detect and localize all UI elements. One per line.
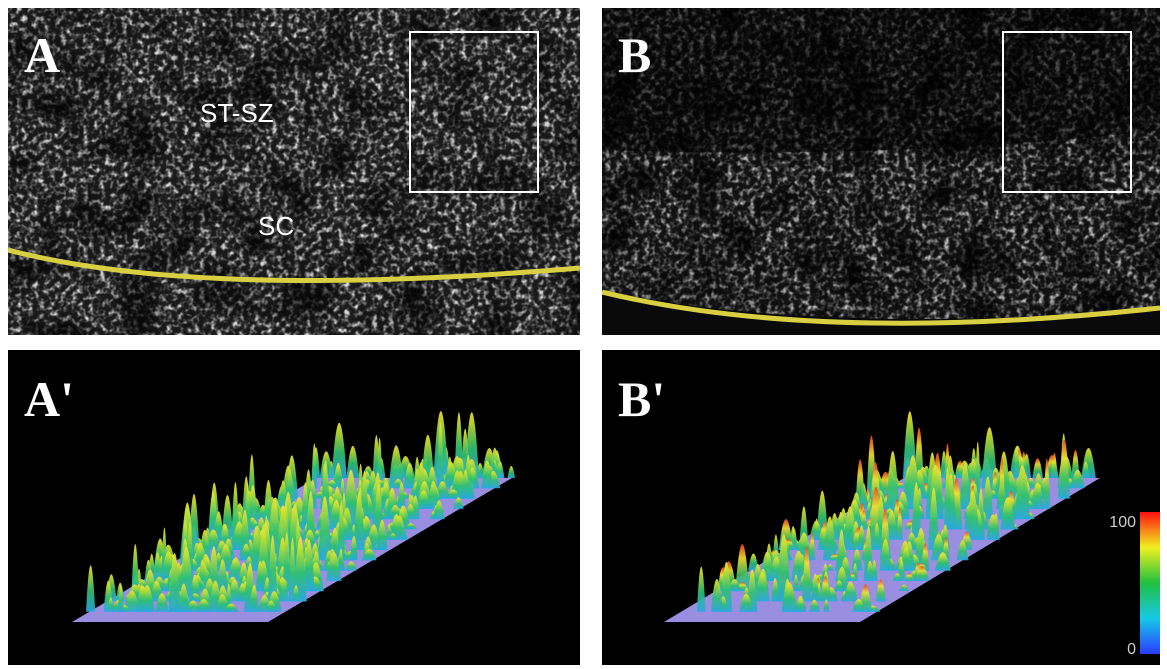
panel-label: A'	[24, 371, 74, 427]
panel-label: B	[618, 27, 651, 83]
panel-a-image	[8, 8, 580, 335]
colorbar-min: 0	[1127, 641, 1136, 658]
panel-b-image	[602, 8, 1160, 335]
colorbar-max: 100	[1109, 514, 1136, 531]
panel-label: A	[24, 27, 60, 83]
region-label: ST-SZ	[200, 98, 274, 128]
figure: A ST-SZ SC B A' B' 100 0	[0, 0, 1167, 669]
panel-label: B'	[618, 371, 665, 427]
region-label: SC	[258, 211, 294, 241]
colorbar	[1140, 512, 1160, 654]
